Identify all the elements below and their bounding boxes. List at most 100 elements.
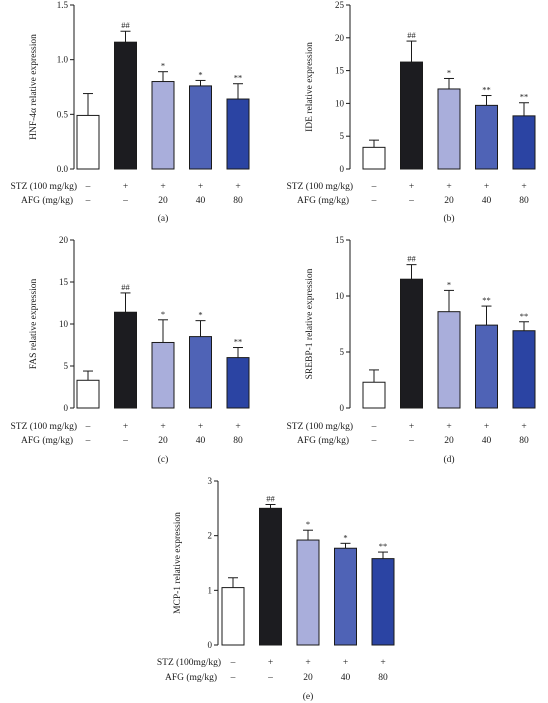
y-tick-label: 1.0 — [57, 55, 69, 65]
stz-row-value: + — [484, 182, 489, 192]
bar — [362, 381, 386, 409]
y-axis-label: IDE relative expression — [305, 42, 315, 132]
y-axis-label: HNF-4α relative expression — [29, 34, 39, 140]
significance-mark: ** — [482, 295, 491, 305]
chart-panel-1: HNF-4α relative expression 0.0 0.5 1.0 1.5 – –… — [11, 0, 250, 224]
significance-mark: ## — [266, 494, 275, 504]
chart-panel-2: IDE relative expression 0 5 10 15 20 25 – – ## + – *… — [287, 0, 536, 224]
afg-row-value: 40 — [196, 436, 206, 446]
bar — [114, 311, 137, 409]
stz-row-value: + — [123, 422, 128, 432]
significance-mark: ** — [379, 541, 388, 551]
stz-row-label: STZ (100 mg/kg) — [11, 421, 78, 432]
stz-row-value: – — [371, 422, 377, 432]
afg-row-value: 20 — [444, 196, 454, 206]
afg-row-value: 80 — [519, 436, 529, 446]
y-tick-label: 20 — [335, 33, 345, 43]
afg-row-value: 80 — [378, 673, 388, 683]
stz-row-label: STZ (100 mg/kg) — [287, 421, 354, 432]
y-tick-label: 10 — [335, 98, 345, 108]
bar — [226, 357, 250, 409]
y-tick-label: 0 — [208, 640, 213, 650]
y-tick-label: 0.0 — [57, 164, 69, 174]
afg-row-value: – — [267, 673, 273, 683]
stz-row-value: + — [198, 422, 203, 432]
significance-mark: ## — [121, 20, 130, 30]
significance-mark: ** — [482, 85, 491, 95]
stz-row-value: – — [371, 182, 377, 192]
significance-mark: * — [306, 519, 310, 529]
afg-row-value: – — [85, 436, 91, 446]
y-tick-label: 15 — [59, 277, 69, 287]
y-tick-label: 0 — [340, 403, 345, 413]
stz-row-value: + — [123, 182, 128, 192]
chart-panel-3: FAS relative expression 0 5 10 15 20 – – ## + – * +2… — [11, 235, 250, 465]
chart-panel-4: SREBP-1 relative expression 0 5 10 15 – – ## + – *… — [287, 235, 536, 465]
y-tick-label: 2 — [208, 531, 213, 541]
bar — [151, 341, 175, 409]
y-axis-label: FAS relative expression — [29, 278, 39, 369]
bar — [259, 507, 282, 646]
significance-mark: ** — [520, 92, 529, 102]
afg-row-value: 40 — [341, 673, 351, 683]
stz-row-value: + — [446, 422, 451, 432]
significance-mark: ** — [234, 337, 243, 347]
afg-row-value: 20 — [303, 673, 313, 683]
y-tick-label: 5 — [64, 361, 69, 371]
afg-row-value: – — [230, 673, 236, 683]
stz-row-value: + — [446, 182, 451, 192]
bar — [362, 146, 386, 170]
bar — [76, 379, 100, 409]
stz-row-value: + — [343, 658, 348, 668]
stz-row-value: + — [521, 422, 526, 432]
stz-row-value: + — [235, 182, 240, 192]
bar — [512, 115, 536, 170]
y-tick-label: 1 — [208, 585, 213, 595]
stz-row-value: + — [160, 182, 165, 192]
significance-mark: ## — [407, 254, 416, 264]
stz-row-value: + — [380, 658, 385, 668]
stz-row-label: STZ (100mg/kg) — [157, 657, 221, 668]
afg-row-label: AFG (mg/kg) — [21, 195, 73, 206]
significance-mark: * — [198, 69, 202, 79]
significance-mark: * — [447, 279, 451, 289]
afg-row-value: – — [371, 196, 377, 206]
stz-row-value: – — [230, 658, 236, 668]
stz-row-label: STZ (100 mg/kg) — [287, 181, 354, 192]
afg-row-value: 40 — [482, 436, 492, 446]
bar — [437, 88, 461, 170]
significance-mark: ** — [234, 73, 243, 83]
bar — [151, 81, 175, 170]
bar — [475, 324, 498, 409]
significance-mark: ** — [520, 311, 529, 321]
stz-row-value: – — [85, 422, 91, 432]
panel-label: (a) — [158, 213, 169, 224]
bar — [475, 104, 498, 170]
y-tick-label: 10 — [335, 291, 345, 301]
afg-row-label: AFG (mg/kg) — [21, 435, 73, 446]
stz-row-value: + — [198, 182, 203, 192]
y-axis-label: MCP-1 relative expression — [173, 512, 183, 614]
bar — [400, 61, 423, 170]
afg-row-value: 20 — [444, 436, 454, 446]
panel-label: (e) — [303, 691, 314, 702]
bar — [76, 114, 100, 170]
bar — [114, 41, 137, 170]
y-tick-label: 0.5 — [57, 109, 69, 119]
significance-mark: * — [198, 310, 202, 320]
bar — [334, 547, 357, 646]
panel-label: (c) — [158, 454, 169, 465]
stz-row-value: + — [235, 422, 240, 432]
afg-row-value: – — [408, 196, 414, 206]
stz-row-value: + — [409, 182, 414, 192]
bar — [371, 558, 395, 646]
significance-mark: * — [343, 532, 347, 542]
bar — [189, 85, 212, 170]
afg-row-value: – — [122, 436, 128, 446]
stz-row-label: STZ (100 mg/kg) — [11, 181, 78, 192]
stz-row-value: + — [409, 422, 414, 432]
stz-row-value: + — [305, 658, 310, 668]
y-axis-label: SREBP-1 relative expression — [305, 268, 315, 379]
y-tick-label: 25 — [335, 0, 345, 10]
